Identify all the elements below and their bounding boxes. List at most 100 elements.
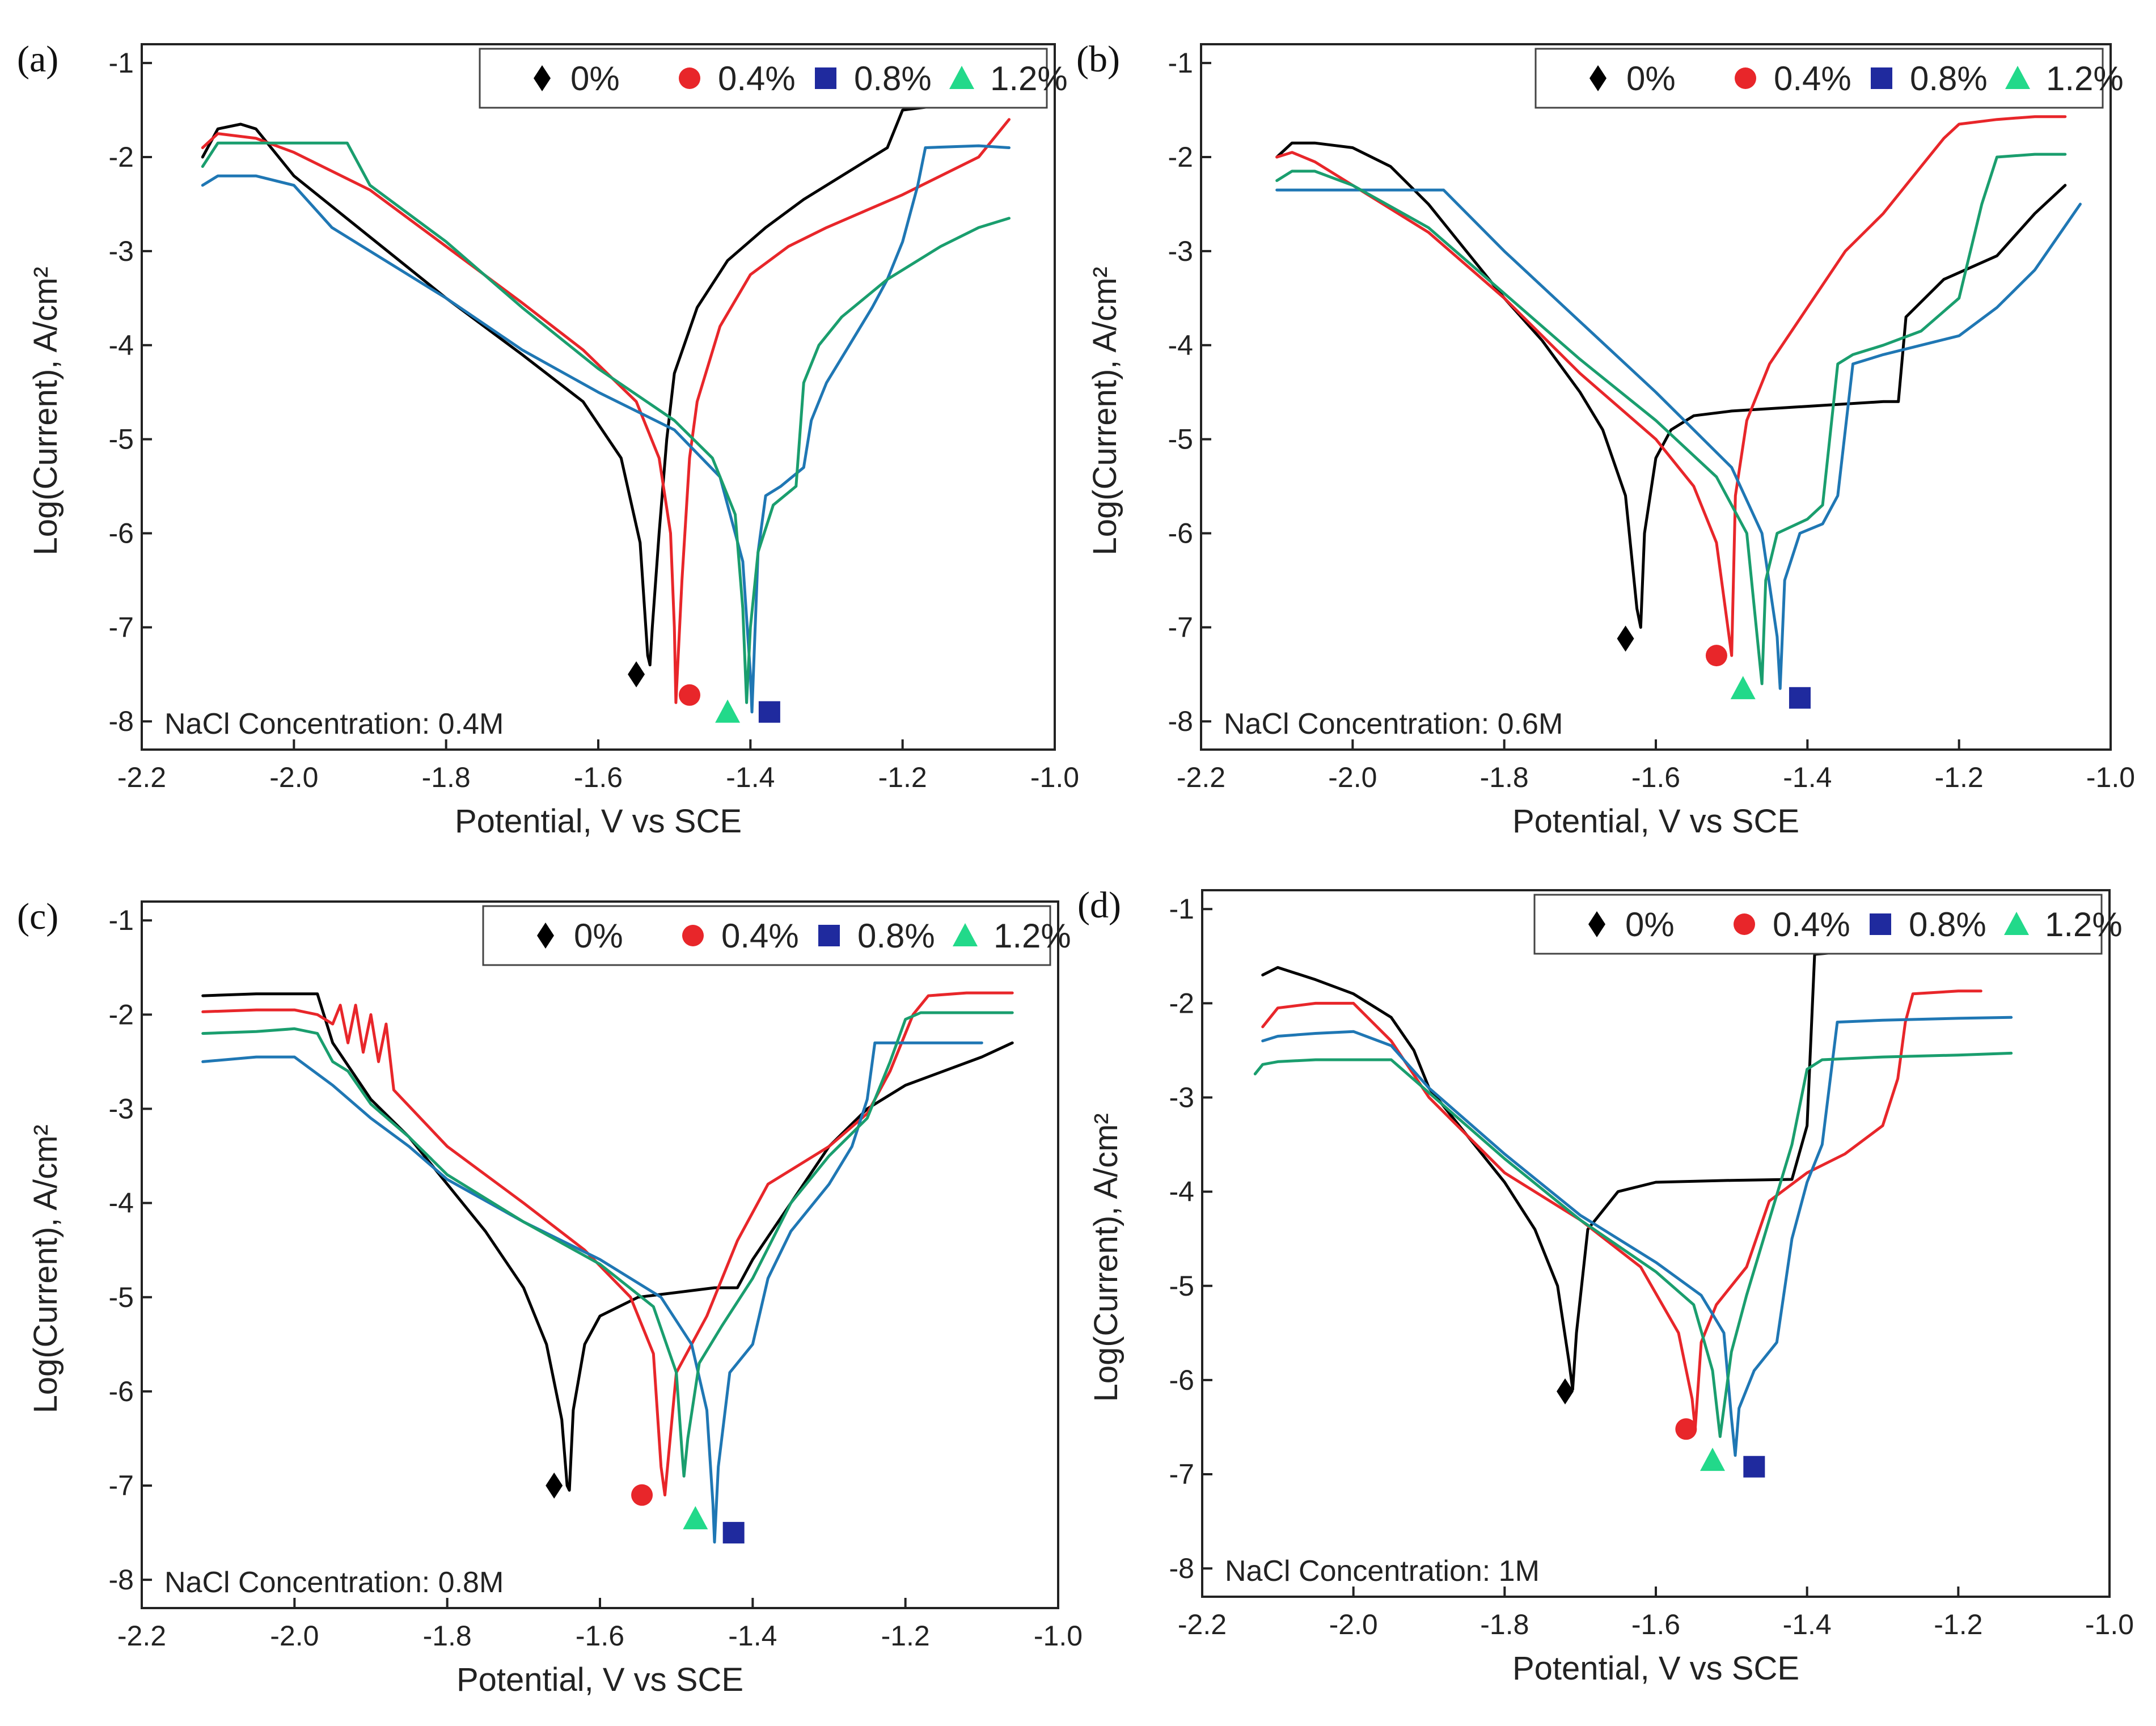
series-marker: [546, 1473, 563, 1499]
legend-label: 0.8%: [1910, 60, 1988, 98]
y-tick-label: -6: [109, 1376, 134, 1407]
y-tick-label: -7: [109, 611, 134, 643]
y-tick-label: -7: [109, 1470, 134, 1501]
legend: 0% 0.4% 0.8% 1.2%: [479, 48, 1068, 109]
legend-marker: [1589, 65, 1607, 91]
x-tick-label: -2.0: [1329, 1609, 1378, 1640]
series-marker: [715, 699, 741, 723]
y-tick-label: -6: [1168, 518, 1193, 549]
y-tick-label: -2: [1169, 987, 1194, 1019]
series-line-0-4pct: [201, 118, 1011, 704]
x-tick-label: -2.0: [270, 1620, 319, 1652]
series-group: [201, 991, 1014, 1544]
y-tick-label: -5: [109, 424, 134, 455]
legend-box: [479, 48, 1048, 109]
x-tick-label: -1.2: [878, 762, 927, 793]
x-tick-label: -1.0: [2085, 1609, 2134, 1640]
series-marker: [1617, 625, 1634, 652]
y-tick-label: -6: [109, 518, 134, 549]
concentration-note: NaCl Concentration: 1M: [1225, 1555, 1540, 1588]
legend-label: 0%: [1626, 60, 1676, 98]
legend-label: 0.8%: [857, 917, 935, 955]
series-line-0pct: [201, 102, 1011, 667]
chart-panel: -2.2 -2.0 -1.8 -1.6 -1.4 -1.2 -1.0 -8 -7 -6 -5 -4 -3…: [17, 39, 1079, 840]
legend-label: 0.4%: [718, 60, 796, 98]
legend-marker: [2005, 66, 2030, 89]
x-tick-label: -1.4: [726, 762, 775, 793]
x-tick-label: -2.2: [1178, 1609, 1227, 1640]
legend-marker: [682, 925, 704, 946]
legend-label: 0%: [574, 917, 623, 955]
y-tick-label: -2: [109, 999, 134, 1030]
series-marker: [1789, 687, 1811, 709]
y-tick-label: -4: [109, 329, 134, 361]
concentration-note: NaCl Concentration: 0.4M: [164, 708, 504, 741]
y-tick-label: -3: [109, 1093, 134, 1124]
y-tick-label: -3: [1168, 235, 1193, 267]
series-line-1-2pct: [1275, 153, 2067, 686]
legend-label: 0.4%: [721, 917, 799, 955]
legend-label: 0.8%: [854, 60, 932, 98]
legend-label: 1.2%: [994, 917, 1071, 955]
legend-marker: [1871, 67, 1892, 89]
legend-label: 0.4%: [1773, 906, 1850, 944]
y-tick-label: -8: [109, 705, 134, 737]
x-tick-label: -1.8: [423, 1620, 472, 1652]
plot-frame: [141, 900, 1059, 1609]
x-axis-title: Potential, V vs SCE: [1512, 1650, 1799, 1687]
panel-label: (a): [17, 39, 58, 80]
series-marker: [758, 701, 780, 723]
x-tick-label: -1.4: [1783, 1609, 1832, 1640]
y-tick-label: -1: [109, 904, 134, 936]
series-line-1-2pct: [201, 141, 1011, 704]
legend-marker: [534, 65, 551, 91]
series-line-0-8pct: [201, 144, 1011, 714]
series-marker: [1557, 1378, 1574, 1405]
x-tick-label: -1.0: [1034, 1620, 1083, 1652]
series-marker: [679, 684, 700, 706]
series-line-0-8pct: [1275, 188, 2082, 690]
x-tick-label: -1.0: [1030, 762, 1079, 793]
legend-marker: [1870, 913, 1891, 935]
x-tick-label: -1.2: [1934, 1609, 1982, 1640]
series-marker: [1700, 1448, 1725, 1471]
legend-label: 1.2%: [990, 60, 1068, 98]
series-group: [1253, 942, 2013, 1457]
x-tick-label: -1.6: [1631, 1609, 1680, 1640]
legend-marker: [953, 923, 978, 946]
x-tick-label: -1.8: [1480, 762, 1529, 793]
y-tick-label: -8: [1169, 1552, 1194, 1584]
legend-label: 1.2%: [2046, 60, 2124, 98]
legend-marker: [818, 925, 840, 946]
y-tick-label: -2: [1168, 141, 1193, 173]
legend-marker: [949, 66, 974, 89]
y-axis-title: Log(Current), A/cm²: [1088, 1113, 1124, 1402]
x-tick-label: -2.2: [117, 1620, 166, 1652]
legend-label: 0%: [1625, 906, 1675, 944]
x-tick-label: -2.2: [1177, 762, 1225, 793]
x-tick-label: -1.6: [1631, 762, 1680, 793]
y-tick-label: -4: [109, 1187, 134, 1219]
y-tick-label: -1: [1169, 893, 1194, 925]
series-group: [1275, 115, 2082, 690]
plot-frame: [1201, 889, 2111, 1598]
y-tick-label: -8: [1168, 705, 1193, 737]
y-tick-label: -7: [1168, 611, 1193, 643]
legend-marker: [1734, 913, 1755, 935]
series-marker: [628, 661, 645, 688]
series-marker: [1743, 1456, 1765, 1478]
legend-label: 0.4%: [1774, 60, 1851, 98]
x-tick-label: -1.2: [1935, 762, 1984, 793]
series-line-0pct: [1261, 942, 2005, 1391]
series-line-1-2pct: [1253, 1051, 2013, 1439]
x-tick-label: -2.0: [269, 762, 318, 793]
y-axis-title: Log(Current), A/cm²: [27, 1124, 64, 1413]
legend-marker: [537, 923, 554, 949]
series-line-0pct: [1275, 141, 2067, 629]
legend: 0% 0.4% 0.8% 1.2%: [1533, 894, 2123, 955]
x-tick-label: -1.4: [728, 1620, 777, 1652]
y-tick-label: -6: [1169, 1364, 1194, 1396]
series-line-0-4pct: [1261, 989, 1982, 1431]
chart-panel: -2.2 -2.0 -1.8 -1.6 -1.4 -1.2 -1.0 -8 -7 -6 -5 -4 -3…: [1077, 885, 2134, 1687]
